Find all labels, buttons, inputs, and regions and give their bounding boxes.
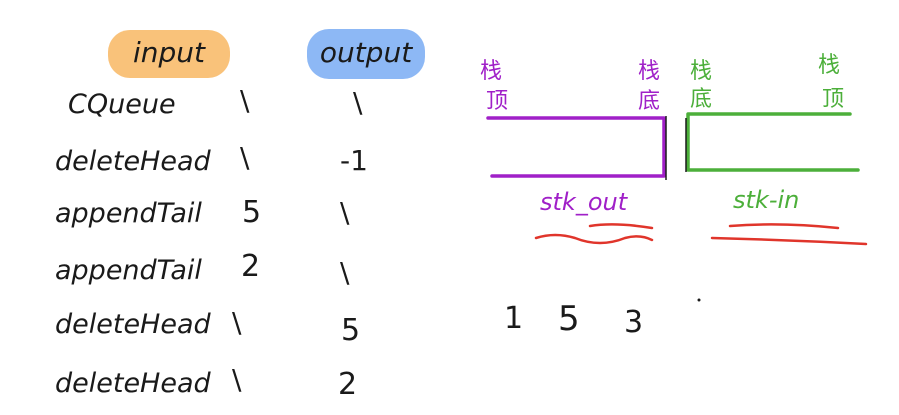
output-header: output: [320, 36, 413, 69]
row-output: \: [340, 196, 350, 229]
row-op: appendTail: [55, 198, 202, 229]
stk-out-bottom-label: 栈: [638, 59, 660, 84]
row-input: \: [240, 141, 250, 174]
stk-out-underline-2: [588, 223, 654, 230]
stk-out-underline: [534, 233, 654, 245]
row-input: \: [232, 363, 242, 396]
row-output: 5: [341, 313, 360, 348]
sequence-number: 5: [558, 299, 580, 339]
stray-dot: [697, 298, 701, 302]
row-op: deleteHead: [55, 368, 212, 399]
stk-out-name: stk_out: [540, 188, 629, 216]
row-input: 2: [241, 249, 260, 284]
input-header: input: [133, 36, 206, 69]
input-header-highlight: [108, 30, 230, 78]
row-output: 2: [338, 367, 357, 402]
stk-in-outline: [686, 112, 860, 172]
stk-in-name: stk-in: [733, 186, 799, 214]
row-op: CQueue: [68, 89, 176, 120]
output-header-highlight: [307, 29, 425, 79]
row-op: deleteHead: [55, 309, 212, 340]
row-output: -1: [340, 144, 368, 177]
row-output: \: [353, 86, 363, 119]
stk-in-top-label: 顶: [822, 87, 844, 112]
row-output: \: [340, 256, 350, 289]
operations-table: CQueue \ \ deleteHead \ -1 appendTail 5 …: [55, 84, 368, 402]
sequence-number: 3: [624, 305, 643, 340]
stk-in-bottom-label: 栈: [690, 59, 712, 84]
stk-in-underline-2: [710, 236, 868, 246]
row-input: \: [232, 306, 242, 339]
stk-out-bottom-label: 底: [638, 89, 660, 114]
row-op: deleteHead: [55, 146, 212, 177]
stk-in-bottom-label: 底: [690, 87, 712, 112]
stk-out-outline: [486, 116, 666, 178]
stk-out-stack: 栈 顶 栈 底 stk_out: [480, 59, 667, 245]
stk-in-underline: [728, 223, 840, 230]
stk-in-top-label: 栈: [818, 53, 840, 78]
row-input: \: [240, 84, 250, 117]
stk-out-top-label: 顶: [486, 89, 508, 114]
sequence-number: 1: [504, 301, 523, 336]
row-op: appendTail: [55, 255, 202, 286]
stk-out-top-label: 栈: [480, 59, 502, 84]
row-input: 5: [242, 195, 261, 230]
number-sequence: 1 5 3: [504, 298, 701, 340]
stk-in-stack: 栈 底 栈 顶 stk-in: [685, 53, 868, 246]
